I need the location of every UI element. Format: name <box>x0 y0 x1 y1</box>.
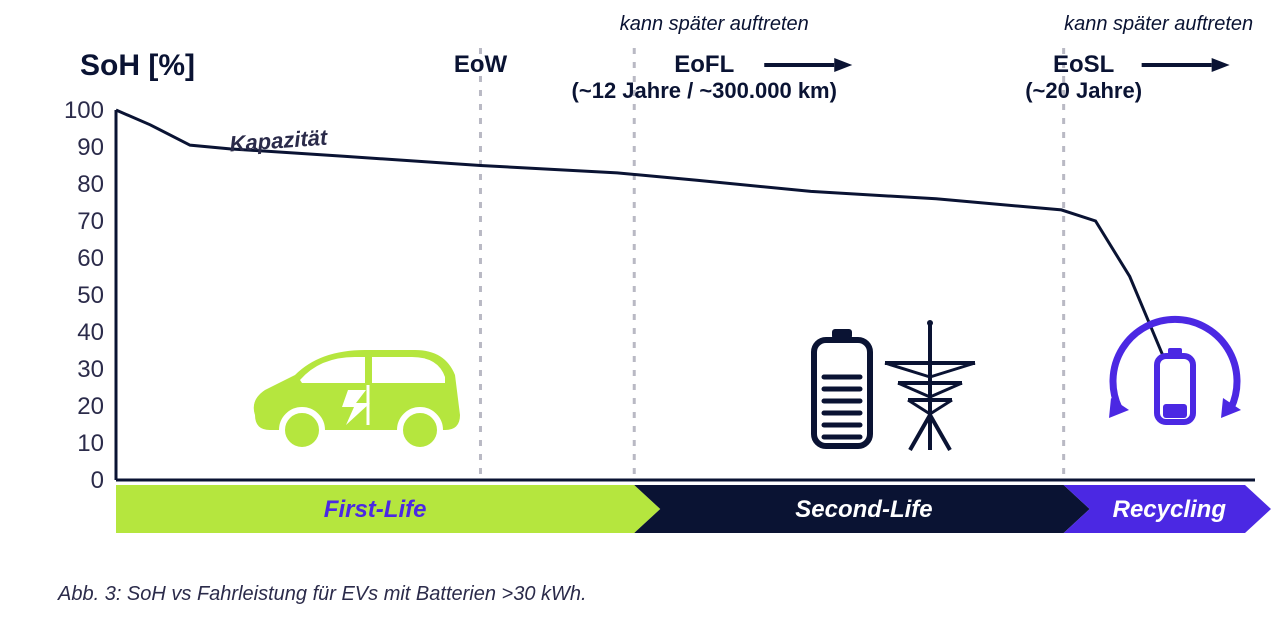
svg-text:(~12 Jahre / ~300.000 km): (~12 Jahre / ~300.000 km) <box>572 78 837 103</box>
svg-text:100: 100 <box>64 97 104 124</box>
svg-text:(~20 Jahre): (~20 Jahre) <box>1025 78 1142 103</box>
svg-text:kann später auftreten: kann später auftreten <box>620 13 809 35</box>
svg-text:90: 90 <box>77 134 104 161</box>
svg-text:Recycling: Recycling <box>1113 496 1227 523</box>
svg-text:EoFL: EoFL <box>674 51 734 78</box>
svg-text:First-Life: First-Life <box>324 496 427 523</box>
phase-band: First-Life Second-Life Recycling <box>116 485 1271 533</box>
figure-caption: Abb. 3: SoH vs Fahrleistung für EVs mit … <box>57 583 587 605</box>
svg-text:EoSL: EoSL <box>1053 51 1114 78</box>
svg-text:kann später auftreten: kann später auftreten <box>1064 13 1253 35</box>
svg-text:20: 20 <box>77 393 104 420</box>
svg-text:60: 60 <box>77 245 104 272</box>
svg-text:Second-Life: Second-Life <box>795 496 932 523</box>
svg-text:30: 30 <box>77 356 104 383</box>
svg-text:70: 70 <box>77 208 104 235</box>
svg-text:50: 50 <box>77 282 104 309</box>
svg-text:40: 40 <box>77 319 104 346</box>
svg-text:0: 0 <box>91 467 104 494</box>
soh-chart: SoH [%] 0 10 20 30 40 50 60 70 80 90 100 EoW kann s… <box>0 0 1280 641</box>
svg-text:EoW: EoW <box>454 51 508 78</box>
svg-text:10: 10 <box>77 430 104 457</box>
svg-text:80: 80 <box>77 171 104 198</box>
y-axis-title: SoH [%] <box>80 49 195 82</box>
